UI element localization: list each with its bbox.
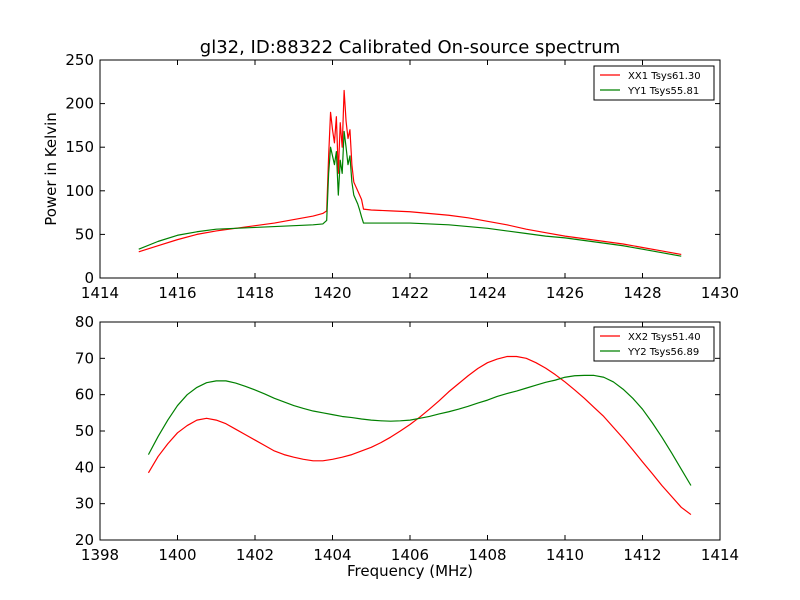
- y-tick-label: 80: [75, 313, 94, 331]
- x-tick-label: 1426: [546, 284, 584, 302]
- legend-box: [593, 326, 715, 362]
- x-tick-label: 1418: [236, 284, 274, 302]
- x-tick-label: 1422: [391, 284, 429, 302]
- x-tick-label: 1414: [81, 284, 119, 302]
- x-tick-label: 1404: [313, 546, 351, 564]
- y-tick-label: 100: [65, 182, 94, 200]
- x-tick-label: 1406: [391, 546, 429, 564]
- y-tick-label: 0: [84, 269, 94, 287]
- series-line-1-1: [138, 89, 682, 256]
- top-panel: 1414 1416 1418 1420 1422 1424 1426 1428 1430 0 50 1…: [42, 51, 739, 302]
- y-tick-label: 60: [75, 386, 94, 404]
- x-tick-label: 1412: [623, 546, 661, 564]
- y-tick-label: 50: [75, 422, 94, 440]
- x-tick-label: 1414: [701, 546, 739, 564]
- y-tick-label: 250: [65, 51, 94, 69]
- x-tick-label: 1430: [701, 284, 739, 302]
- y-axis-label: Power in Kelvin: [42, 112, 60, 226]
- y-tick-label: 30: [75, 495, 94, 513]
- y-tick-label: 200: [65, 95, 94, 113]
- x-tick-label: 1424: [468, 284, 506, 302]
- x-tick-label: 1410: [546, 546, 584, 564]
- x-tick-label: 1408: [468, 546, 506, 564]
- y-tick-label: 40: [75, 458, 94, 476]
- bottom-panel: 1398 1400 1402 1404 1406 1408 1410 1412 1414 20 30…: [75, 313, 739, 564]
- x-tick-label: 1398: [81, 546, 119, 564]
- y-tick-label: 20: [75, 531, 94, 549]
- x-axis-label: Frequency (MHz): [347, 562, 473, 580]
- series-line-2-2: [147, 374, 692, 486]
- x-tick-label: 1428: [623, 284, 661, 302]
- legend-box: [593, 65, 715, 101]
- series-line-1-2: [138, 130, 682, 257]
- legend-label: XX2 Tsys51.40: [628, 332, 701, 343]
- legend-label: YY1 Tsys55.81: [627, 86, 699, 97]
- legend-label: YY2 Tsys56.89: [627, 347, 699, 358]
- y-tick-label: 50: [75, 225, 94, 243]
- legend-2: XX2 Tsys51.40 YY2 Tsys56.89: [593, 326, 715, 362]
- legend-1: XX1 Tsys61.30 YY1 Tsys55.81: [593, 65, 715, 101]
- y-tick-label: 70: [75, 349, 94, 367]
- x-tick-label: 1416: [158, 284, 196, 302]
- x-tick-label: 1400: [158, 546, 196, 564]
- legend-label: XX1 Tsys61.30: [628, 71, 701, 82]
- chart-title: gl32, ID:88322 Calibrated On-source spec…: [200, 37, 620, 58]
- series-line-2-1: [147, 355, 692, 516]
- x-tick-label: 1420: [313, 284, 351, 302]
- y-tick-label: 150: [65, 138, 94, 156]
- x-tick-label: 1402: [236, 546, 274, 564]
